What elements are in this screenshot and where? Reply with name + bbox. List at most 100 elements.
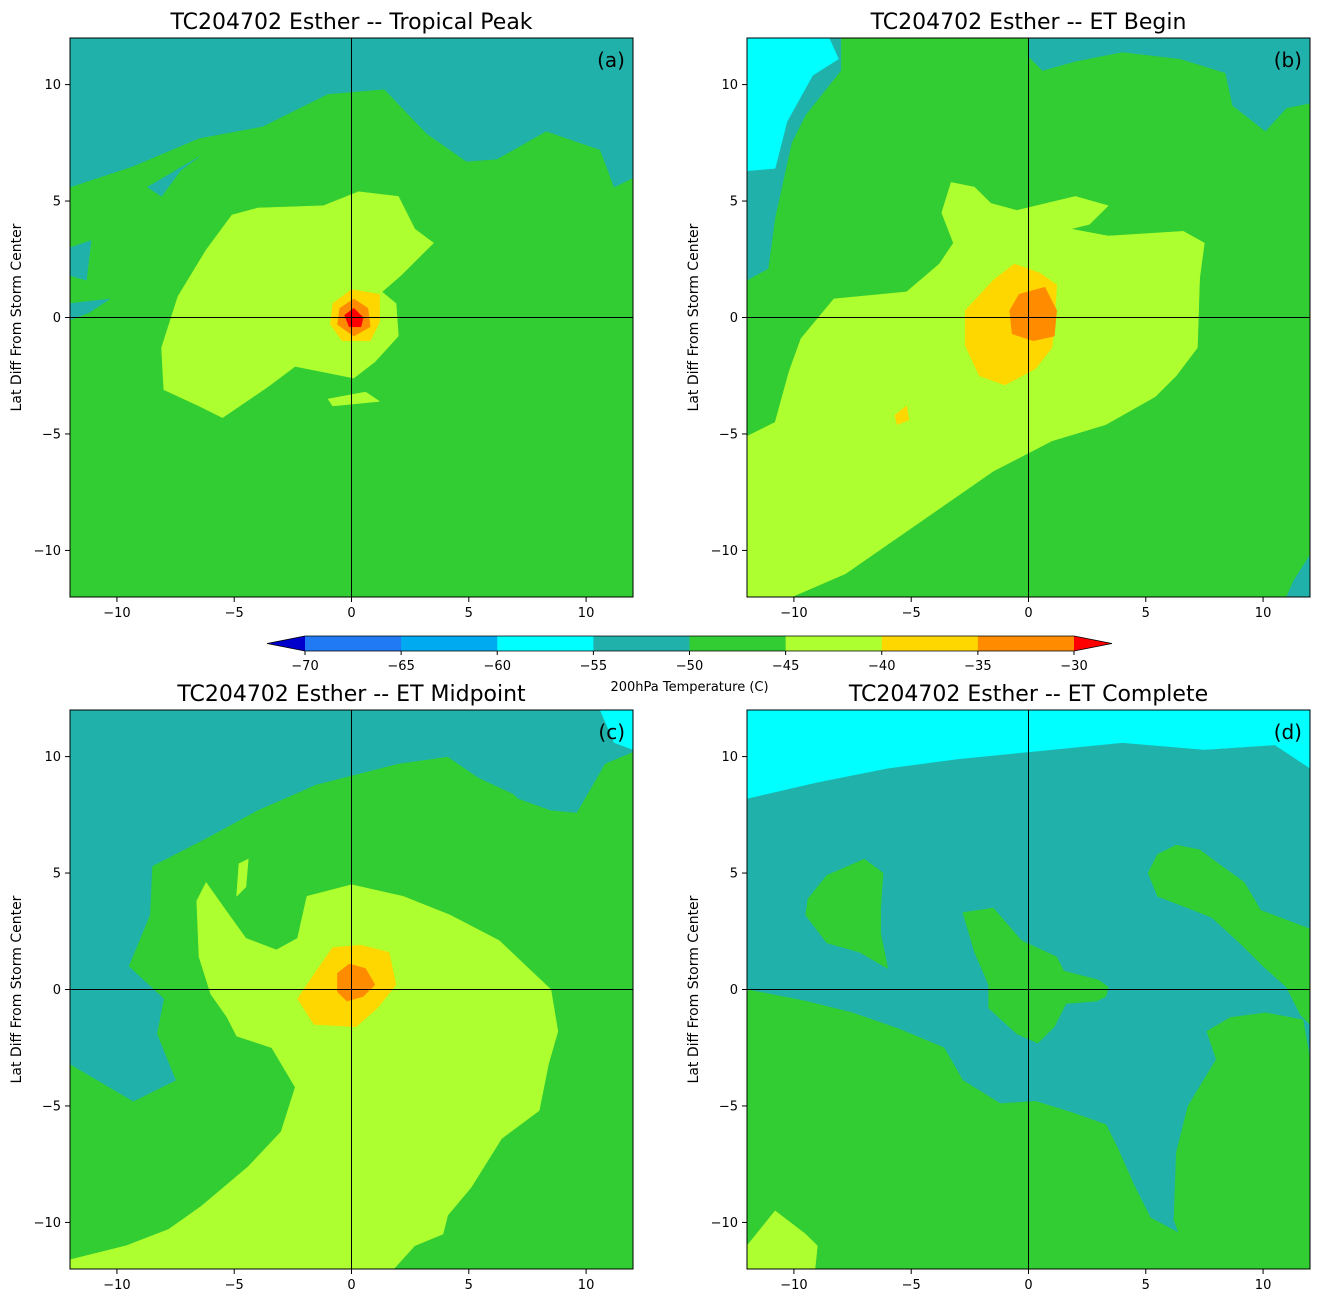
y-tick-label: 0 — [730, 983, 738, 998]
x-tick-label: 5 — [1142, 1278, 1150, 1293]
y-tick-label: −10 — [711, 544, 738, 559]
panel-d-ylabel: Lat Diff From Storm Center — [686, 895, 702, 1083]
colorbar-band — [977, 636, 1075, 651]
y-tick-label: 5 — [53, 867, 61, 882]
y-tick-label: 0 — [53, 983, 61, 998]
y-tick-label: −5 — [42, 1099, 61, 1114]
panel-c-ylabel: Lat Diff From Storm Center — [9, 895, 25, 1083]
panel-d-title: TC204702 Esther -- ET Complete — [848, 682, 1208, 707]
panel-b: −10 −5 0 5 10 −10 −5 0 5 10 (b) TC204702 Esther -- … — [686, 10, 1311, 621]
colorbar-tick-label: −45 — [772, 659, 799, 674]
colorbar-band — [305, 636, 402, 651]
colorbar-band — [401, 636, 498, 651]
contour-region — [894, 405, 910, 425]
x-tick-label: 10 — [578, 606, 595, 621]
contour-region — [70, 38, 633, 188]
x-tick-label: −5 — [902, 606, 921, 621]
contour-region — [747, 1210, 818, 1269]
y-tick-label: 5 — [730, 195, 738, 210]
x-tick-label: 5 — [465, 1278, 473, 1293]
contour-region — [747, 38, 839, 172]
x-tick-label: −10 — [103, 606, 130, 621]
y-tick-label: −5 — [42, 427, 61, 442]
contour-region — [419, 928, 437, 937]
colorbar-tick-label: −35 — [964, 659, 991, 674]
colorbar-tick-label: −40 — [868, 659, 895, 674]
y-tick-label: −10 — [34, 1216, 61, 1231]
colorbar-tick-label: −70 — [291, 659, 318, 674]
panel-a: −10 −5 0 5 10 −10 −5 0 5 10 (a) TC204702 Esther -- … — [9, 10, 634, 621]
panel-b-title: TC204702 Esther -- ET Begin — [870, 10, 1187, 35]
y-tick-label: 5 — [730, 867, 738, 882]
x-tick-label: 0 — [1024, 1278, 1032, 1293]
contour-region — [70, 881, 559, 1269]
x-tick-label: −5 — [225, 606, 244, 621]
contour-region — [1286, 554, 1310, 597]
contour-region — [805, 858, 889, 969]
y-tick-label: 10 — [44, 750, 61, 765]
panel-letter-label: (d) — [1274, 720, 1302, 744]
y-tick-label: 10 — [721, 78, 738, 93]
colorbar-tick-label: −50 — [676, 659, 703, 674]
colorbar-tick-label: −65 — [387, 659, 414, 674]
contour-region — [599, 710, 633, 750]
contour-region — [70, 710, 633, 1102]
contour-region — [1173, 1012, 1310, 1269]
y-tick-label: −10 — [711, 1216, 738, 1231]
contour-region — [70, 240, 92, 281]
y-tick-label: 10 — [721, 750, 738, 765]
y-tick-label: 0 — [53, 311, 61, 326]
colorbar-label: 200hPa Temperature (C) — [610, 680, 768, 695]
contour-region — [236, 858, 249, 897]
x-tick-label: 0 — [347, 606, 355, 621]
panel-b-ylabel: Lat Diff From Storm Center — [686, 223, 702, 411]
y-tick-label: −10 — [34, 544, 61, 559]
x-tick-label: −10 — [780, 606, 807, 621]
contour-region — [70, 298, 111, 321]
colorbar-tick-label: −55 — [580, 659, 607, 674]
x-tick-label: 0 — [347, 1278, 355, 1293]
x-tick-label: −5 — [902, 1278, 921, 1293]
colorbar-band — [497, 636, 594, 651]
y-tick-label: −5 — [719, 427, 738, 442]
contour-region — [962, 907, 1109, 1044]
contour-region — [747, 710, 1310, 799]
x-tick-label: 0 — [1024, 606, 1032, 621]
x-tick-label: 10 — [1255, 606, 1272, 621]
contour-region — [1147, 844, 1310, 1025]
contour-region — [327, 391, 381, 407]
panel-letter-label: (c) — [598, 720, 625, 744]
x-tick-label: −10 — [780, 1278, 807, 1293]
x-tick-label: −10 — [103, 1278, 130, 1293]
panel-a-ylabel: Lat Diff From Storm Center — [9, 223, 25, 411]
y-tick-label: 0 — [730, 311, 738, 326]
colorbar-band — [593, 636, 690, 651]
panel-c-title: TC204702 Esther -- ET Midpoint — [176, 682, 526, 707]
y-tick-label: 5 — [53, 195, 61, 210]
contour-region — [146, 156, 200, 197]
colorbar-band — [689, 636, 787, 651]
panel-letter-label: (a) — [597, 48, 625, 72]
panel-d: −10 −5 0 5 10 −10 −5 0 5 10 (d) TC204702 Esther -- … — [686, 682, 1311, 1293]
colorbar: −70 −65 −60 −55 −50 −45 −40 −35 −30 200hPa Temper… — [266, 635, 1113, 695]
colorbar-under-extension — [267, 636, 305, 651]
x-tick-label: 10 — [578, 1278, 595, 1293]
x-tick-label: 10 — [1255, 1278, 1272, 1293]
contour-region — [747, 182, 1205, 597]
contour-region — [1009, 286, 1057, 342]
x-tick-label: −5 — [225, 1278, 244, 1293]
colorbar-tick-label: −30 — [1060, 659, 1087, 674]
contour-region — [161, 191, 434, 418]
x-tick-label: 5 — [1142, 606, 1150, 621]
y-tick-label: −5 — [719, 1099, 738, 1114]
colorbar-tick-label: −60 — [484, 659, 511, 674]
panel-a-title: TC204702 Esther -- Tropical Peak — [169, 10, 532, 35]
panel-c: −10 −5 0 5 10 −10 −5 0 5 10 (c) TC204702 Esther -- … — [9, 682, 634, 1293]
colorbar-over-extension — [1074, 636, 1112, 651]
y-tick-label: 10 — [44, 78, 61, 93]
panel-letter-label: (b) — [1274, 48, 1302, 72]
contour-region — [747, 38, 1310, 132]
x-tick-label: 5 — [465, 606, 473, 621]
colorbar-band — [785, 636, 883, 651]
